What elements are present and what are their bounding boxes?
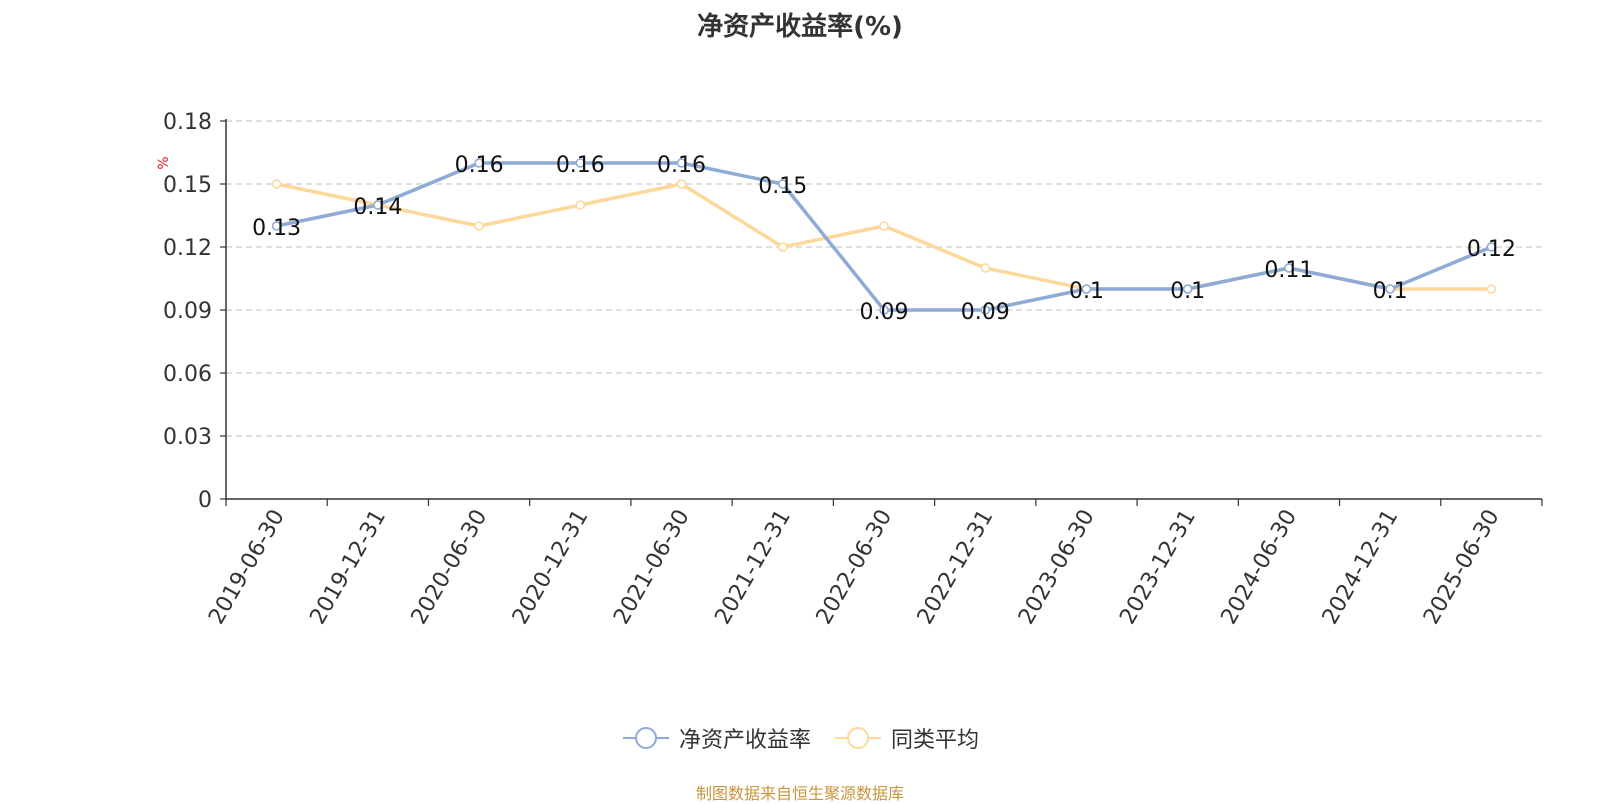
data-point — [271, 221, 282, 231]
data-point — [575, 158, 586, 168]
legend-circle — [634, 727, 657, 749]
data-label: 0.11 — [1264, 258, 1313, 283]
legend-marker-icon — [622, 727, 669, 749]
legend-label: 净资产收益率 — [678, 728, 811, 753]
data-label: 0.1 — [1069, 279, 1104, 304]
data-point — [879, 221, 889, 231]
data-point — [271, 179, 282, 189]
x-tick-label: 2020-06-30 — [407, 505, 493, 628]
data-point — [879, 305, 889, 315]
data-label: 0.12 — [1467, 237, 1516, 262]
legend-item[interactable]: 净资产收益率 — [621, 722, 811, 754]
x-tick-label: 2023-06-30 — [1014, 506, 1100, 629]
legend-label: 同类平均 — [891, 728, 980, 753]
y-tick-label: 0.09 — [163, 299, 212, 324]
x-tick-label: 2019-12-31 — [305, 506, 391, 629]
source-note: 制图数据来自恒生聚源数据库 — [695, 784, 904, 803]
data-point — [676, 179, 687, 189]
legend-marker-icon — [835, 727, 881, 749]
y-tick-label: 0.06 — [163, 362, 212, 387]
data-point — [676, 158, 687, 168]
series-line — [276, 161, 1493, 312]
data-point — [1081, 284, 1092, 294]
data-label: 0.16 — [657, 153, 706, 178]
data-point — [778, 179, 788, 189]
data-labels: 0.13 0.14 0.16 0.16 0.16 0.15 0.09 0.09 0.1 0.1 0.… — [252, 153, 1516, 325]
legend-circle — [847, 727, 869, 749]
data-point — [1182, 284, 1193, 294]
axes: 0 0.03 0.06 0.09 0.12 0.15 0.18% 2019-06-30 2019… — [156, 110, 1543, 629]
x-tick-label: 2025-06-30 — [1419, 506, 1505, 629]
data-label: 0.15 — [758, 174, 807, 199]
x-tick-label: 2021-12-31 — [710, 506, 796, 629]
data-label: 0.13 — [252, 216, 301, 241]
data-label: 0.09 — [961, 300, 1010, 325]
data-label: 0.14 — [353, 195, 402, 220]
y-tick-label: 0 — [198, 488, 212, 513]
y-tick-label: 0.15 — [163, 173, 212, 198]
x-tick-label: 2024-12-31 — [1318, 506, 1404, 629]
chart-title: 净资产收益率(%) — [697, 12, 903, 42]
x-tick-label: 2021-06-30 — [609, 506, 695, 629]
y-tick-label: 0.03 — [163, 425, 212, 450]
data-label: 0.16 — [556, 153, 605, 178]
data-point — [1385, 284, 1395, 294]
x-tick-label: 2019-06-30 — [204, 506, 290, 629]
data-point — [575, 200, 586, 210]
data-label: 0.1 — [1170, 279, 1205, 304]
data-point — [1486, 284, 1497, 294]
x-tick-label: 2022-12-31 — [913, 505, 999, 628]
data-point — [474, 158, 484, 168]
data-label: 0.1 — [1373, 279, 1408, 304]
data-point — [1284, 263, 1294, 273]
data-point — [1486, 242, 1497, 252]
y-tick-label: 0.18 — [163, 110, 212, 135]
y-tick-label: 0.12 — [163, 236, 212, 261]
data-label: 0.09 — [860, 300, 909, 325]
data-point — [373, 200, 383, 210]
x-tick-label: 2024-06-30 — [1217, 506, 1303, 629]
data-point — [980, 305, 990, 315]
legend: 净资产收益率 同类平均 — [0, 722, 1600, 754]
series-lines — [271, 158, 1497, 315]
x-tick-label: 2023-12-31 — [1115, 506, 1201, 629]
data-point — [778, 242, 788, 252]
data-point — [980, 263, 990, 273]
data-point — [474, 221, 484, 231]
x-tick-label: 2022-06-30 — [812, 506, 898, 629]
legend-item[interactable]: 同类平均 — [833, 722, 979, 754]
data-label: 0.16 — [455, 153, 504, 178]
x-tick-label: 2020-12-31 — [508, 506, 594, 629]
y-axis-label: % — [156, 156, 172, 169]
